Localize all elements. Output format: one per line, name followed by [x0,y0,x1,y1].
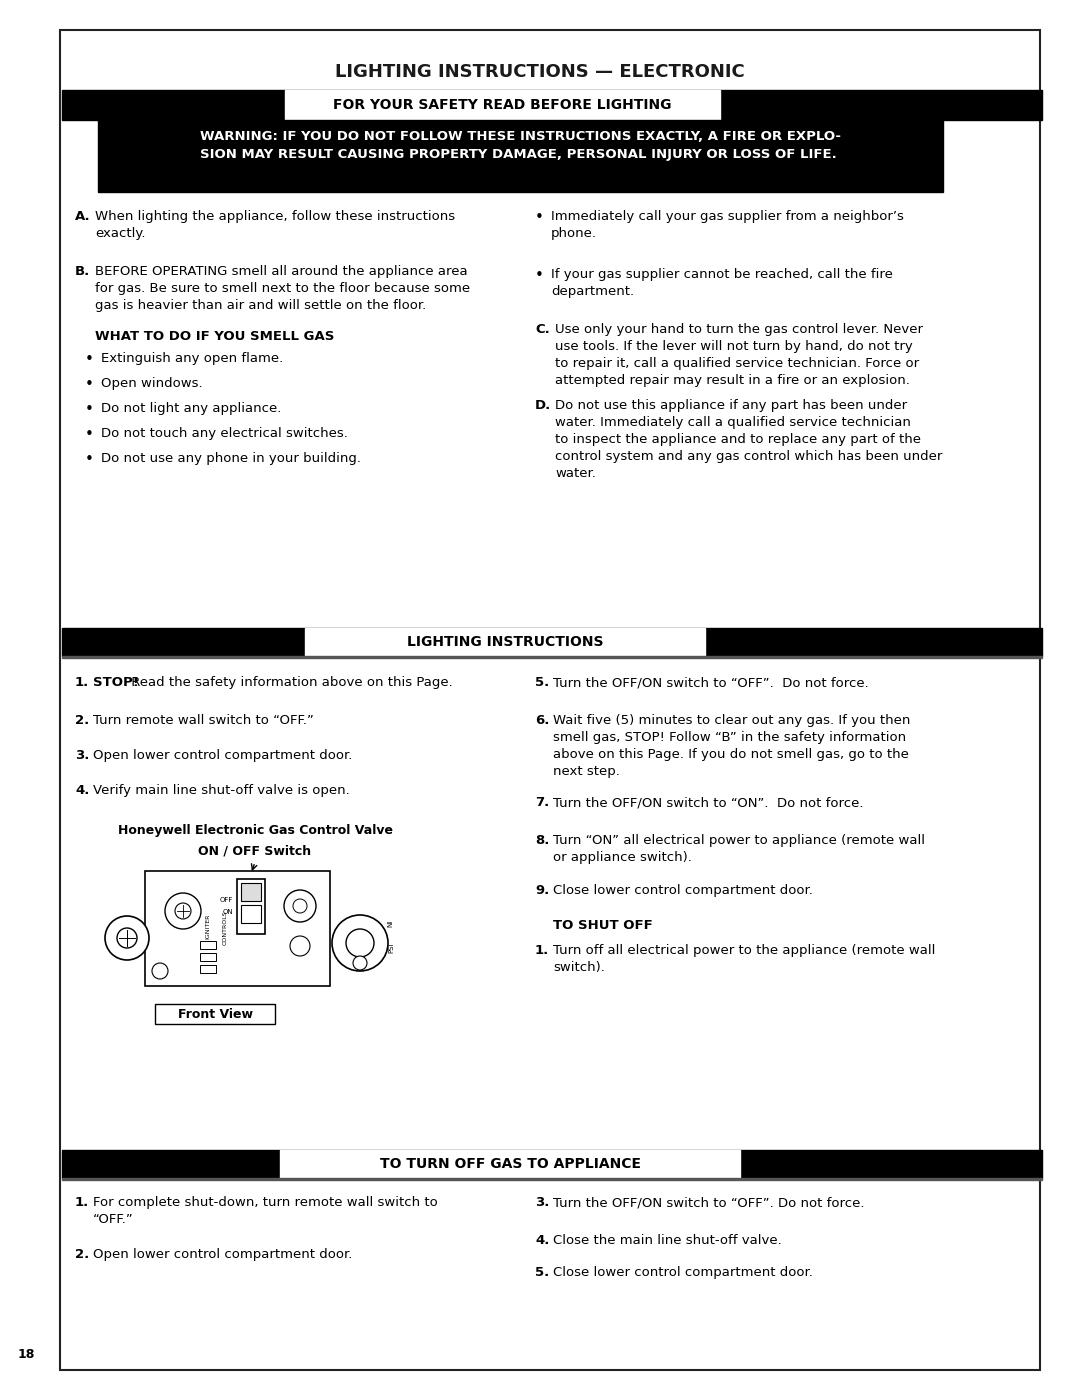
Text: Close lower control compartment door.: Close lower control compartment door. [553,884,813,897]
Text: 18: 18 [18,1348,36,1362]
Text: 3.: 3. [535,1196,550,1208]
Text: Do not use this appliance if any part has been under
water. Immediately call a q: Do not use this appliance if any part ha… [555,400,943,481]
Text: Turn the OFF/ON switch to “ON”.  Do not force.: Turn the OFF/ON switch to “ON”. Do not f… [553,796,864,809]
Text: 6.: 6. [535,714,550,726]
Bar [156,1004,275,1024]
Bar [62,1178,1042,1180]
Circle shape [152,963,168,979]
Text: Immediately call your gas supplier from a neighbor’s
phone.: Immediately call your gas supplier from … [551,210,904,240]
Text: NI: NI [387,919,393,926]
Bar [280,1150,740,1178]
Text: 2.: 2. [75,714,90,726]
Text: Turn “ON” all electrical power to appliance (remote wall
or appliance switch).: Turn “ON” all electrical power to applia… [553,834,924,863]
Text: Verify main line shut-off valve is open.: Verify main line shut-off valve is open. [93,784,350,798]
Bar [305,629,705,657]
Text: Turn the OFF/ON switch to “OFF”. Do not force.: Turn the OFF/ON switch to “OFF”. Do not … [553,1196,864,1208]
Circle shape [165,893,201,929]
Bar [62,1150,1042,1178]
Text: C.: C. [535,323,550,337]
Text: Front View: Front View [177,1007,253,1020]
Text: Honeywell Electronic Gas Control Valve: Honeywell Electronic Gas Control Valve [118,824,392,837]
Text: 2.: 2. [75,1248,90,1261]
Bar [200,942,216,949]
Text: Do not use any phone in your building.: Do not use any phone in your building. [102,453,361,465]
Text: When lighting the appliance, follow these instructions
exactly.: When lighting the appliance, follow thes… [95,210,455,240]
Text: Turn off all electrical power to the appliance (remote wall
switch).: Turn off all electrical power to the app… [553,944,935,974]
Text: 5.: 5. [535,1266,550,1280]
Text: 4.: 4. [75,784,90,798]
Bar [62,89,1042,120]
Bar [200,965,216,972]
Text: LIGHTING INSTRUCTIONS: LIGHTING INSTRUCTIONS [407,636,604,650]
Text: OFF
ON: OFF ON [219,897,233,915]
Text: •: • [535,268,544,284]
Text: •: • [85,427,94,441]
Bar [241,905,261,923]
Text: Extinguish any open flame.: Extinguish any open flame. [102,352,283,365]
Circle shape [284,890,316,922]
Text: TO TURN OFF GAS TO APPLIANCE: TO TURN OFF GAS TO APPLIANCE [379,1157,640,1171]
Text: •: • [85,453,94,467]
Text: 1.: 1. [535,944,550,957]
Text: FOR YOUR SAFETY READ BEFORE LIGHTING: FOR YOUR SAFETY READ BEFORE LIGHTING [333,98,672,112]
Text: D.: D. [535,400,551,412]
Text: B.: B. [75,265,91,278]
Circle shape [105,916,149,960]
Circle shape [353,956,367,970]
Circle shape [332,915,388,971]
Bar [98,120,943,191]
Text: WARNING: IF YOU DO NOT FOLLOW THESE INSTRUCTIONS EXACTLY, A FIRE OR EXPLO-
SION : WARNING: IF YOU DO NOT FOLLOW THESE INST… [200,130,840,161]
Text: Close the main line shut-off valve.: Close the main line shut-off valve. [553,1234,782,1248]
Text: STOP!: STOP! [93,676,139,689]
Text: 5.: 5. [535,676,550,689]
Bar [200,953,216,961]
Bar [241,883,261,901]
Text: 9.: 9. [535,884,550,897]
Text: Close lower control compartment door.: Close lower control compartment door. [553,1266,813,1280]
Text: Do not touch any electrical switches.: Do not touch any electrical switches. [102,427,348,440]
Text: TO SHUT OFF: TO SHUT OFF [553,919,652,932]
Text: LIGHTING INSTRUCTIONS — ELECTRONIC: LIGHTING INSTRUCTIONS — ELECTRONIC [335,63,745,81]
Text: For complete shut-down, turn remote wall switch to
“OFF.”: For complete shut-down, turn remote wall… [93,1196,437,1227]
Text: CONTROLS: CONTROLS [222,911,228,946]
Bar [285,89,720,120]
Text: Wait five (5) minutes to clear out any gas. If you then
smell gas, STOP! Follow : Wait five (5) minutes to clear out any g… [553,714,910,778]
Text: BEFORE OPERATING smell all around the appliance area
for gas. Be sure to smell n: BEFORE OPERATING smell all around the ap… [95,265,470,312]
Text: IGNITER: IGNITER [205,914,211,939]
Text: Open lower control compartment door.: Open lower control compartment door. [93,1248,352,1261]
Text: Do not light any appliance.: Do not light any appliance. [102,402,282,415]
Text: Use only your hand to turn the gas control lever. Never
use tools. If the lever : Use only your hand to turn the gas contr… [555,323,923,387]
Text: PSI: PSI [388,943,394,953]
Text: •: • [535,210,544,225]
Text: WHAT TO DO IF YOU SMELL GAS: WHAT TO DO IF YOU SMELL GAS [95,330,335,344]
Text: •: • [85,352,94,367]
Text: If your gas supplier cannot be reached, call the fire
department.: If your gas supplier cannot be reached, … [551,268,893,298]
Text: 1.: 1. [75,1196,90,1208]
Text: 3.: 3. [75,749,90,761]
Text: Read the safety information above on this Page.: Read the safety information above on thi… [127,676,453,689]
Bar [62,629,1042,657]
Bar [62,657,1042,658]
Text: 1.: 1. [75,676,90,689]
Text: •: • [85,402,94,416]
Text: A.: A. [75,210,91,224]
Text: Turn the OFF/ON switch to “OFF”.  Do not force.: Turn the OFF/ON switch to “OFF”. Do not … [553,676,868,689]
Circle shape [291,936,310,956]
Text: ON / OFF Switch: ON / OFF Switch [199,844,311,856]
Bar [237,879,265,935]
Text: •: • [85,377,94,393]
Text: 4.: 4. [535,1234,550,1248]
Text: Open windows.: Open windows. [102,377,203,390]
Text: 7.: 7. [535,796,550,809]
Text: 8.: 8. [535,834,550,847]
Text: Turn remote wall switch to “OFF.”: Turn remote wall switch to “OFF.” [93,714,314,726]
Text: Open lower control compartment door.: Open lower control compartment door. [93,749,352,761]
Bar [145,870,330,986]
